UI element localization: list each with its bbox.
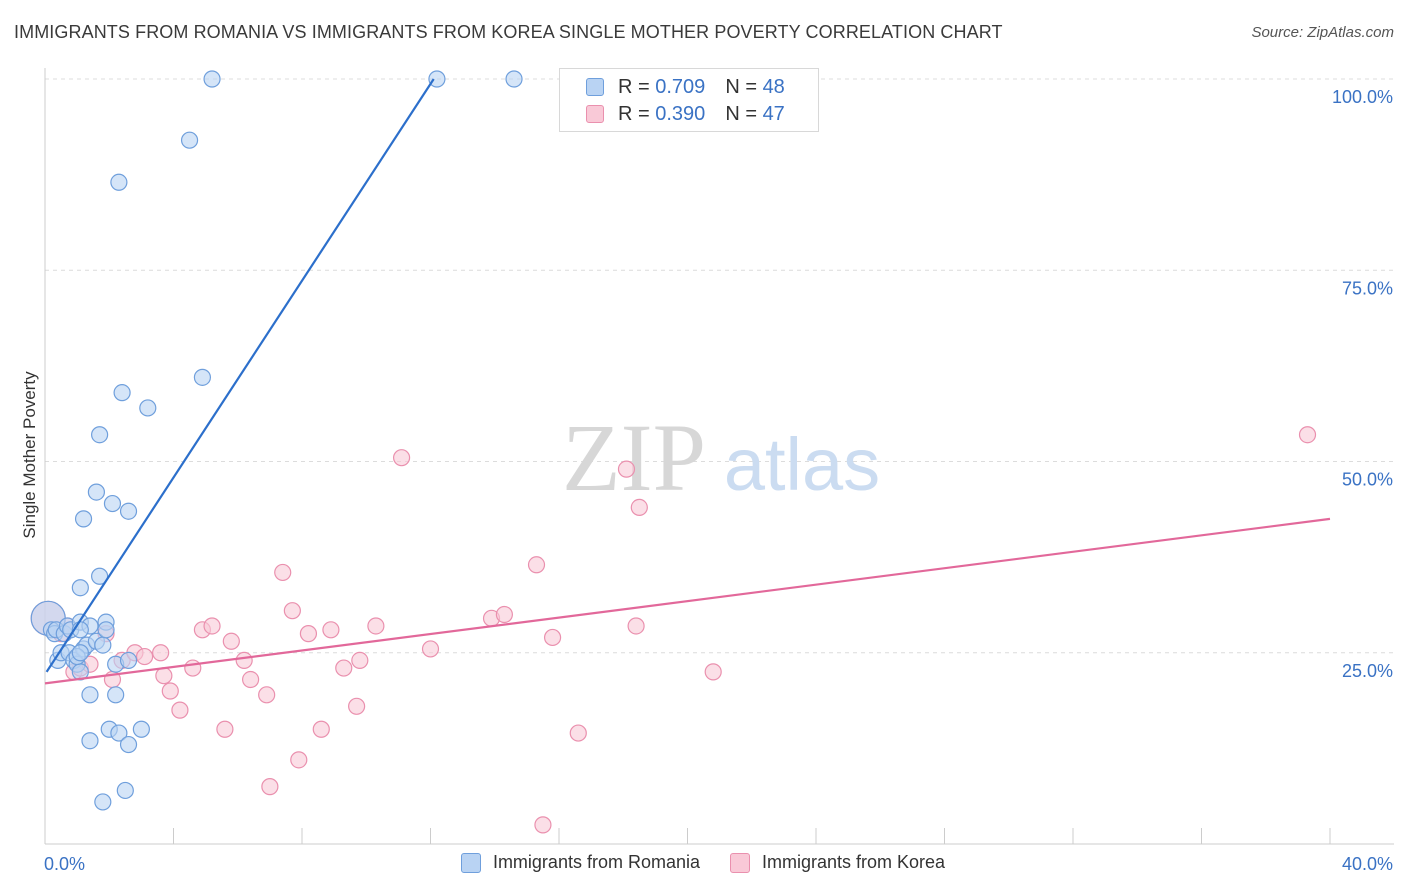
romania-legend-label: Immigrants from Romania: [492, 852, 700, 872]
korea-legend-label: Immigrants from Korea: [762, 852, 946, 872]
legend-item-korea: Immigrants from Korea: [730, 852, 945, 873]
data-point: [299, 625, 318, 643]
axes: [44, 68, 1394, 845]
data-point: [71, 579, 89, 597]
data-point: [184, 659, 202, 677]
data-point: [242, 670, 260, 689]
data-point: [348, 697, 366, 715]
data-point: [110, 173, 128, 191]
data-point: [322, 621, 340, 639]
data-point: [704, 663, 722, 681]
legend-item-romania: Immigrants from Romania: [460, 852, 700, 873]
data-point: [235, 651, 253, 670]
data-point: [161, 682, 179, 700]
data-point: [428, 70, 446, 88]
data-point: [152, 644, 170, 662]
korea-swatch: [586, 105, 604, 123]
data-point: [274, 563, 292, 582]
korea-r-label: R =: [618, 102, 650, 125]
romania-n-label: N =: [725, 75, 757, 98]
data-point: [119, 735, 138, 754]
data-point: [155, 667, 173, 685]
data-point: [261, 778, 279, 796]
data-point: [335, 659, 353, 677]
korea-legend-swatch: [730, 852, 750, 873]
y-tick-label: 50.0%: [1342, 470, 1393, 490]
data-point: [534, 816, 552, 834]
romania-points: [30, 70, 523, 811]
romania-r-value: 0.709: [655, 75, 706, 98]
data-point: [110, 724, 128, 742]
data-point: [312, 720, 330, 738]
data-point: [392, 449, 411, 467]
data-point: [81, 686, 99, 704]
data-point: [1298, 426, 1317, 444]
trend-lines: [44, 78, 1331, 685]
data-point: [283, 602, 301, 620]
data-point: [290, 751, 308, 769]
data-point: [97, 621, 115, 639]
data-point: [107, 686, 125, 704]
x-tick-label: 0.0%: [44, 854, 85, 874]
legend-row-korea: R = 0.390 N = 47: [586, 101, 785, 127]
watermark-atlas: atlas: [724, 423, 880, 506]
romania-legend-swatch: [460, 852, 481, 873]
data-point: [203, 70, 221, 88]
data-point: [351, 651, 369, 670]
romania-swatch: [586, 78, 604, 96]
data-point: [171, 701, 189, 719]
data-point: [617, 460, 636, 478]
x-tick-label: 40.0%: [1342, 854, 1393, 874]
source-credit: Source: ZipAtlas.com: [1251, 24, 1394, 41]
y-tick-label: 100.0%: [1332, 87, 1393, 107]
data-point: [132, 720, 150, 738]
y-tick-label: 25.0%: [1342, 661, 1393, 681]
data-point: [258, 686, 276, 704]
data-point: [222, 632, 240, 650]
romania-r-label: R =: [618, 75, 650, 98]
data-point: [216, 720, 234, 738]
data-point: [180, 131, 199, 149]
data-point: [630, 498, 648, 516]
chart-title: IMMIGRANTS FROM ROMANIA VS IMMIGRANTS FR…: [14, 22, 1003, 42]
data-point: [139, 399, 157, 417]
data-point: [505, 70, 523, 88]
data-point: [91, 426, 109, 444]
tick-labels: 25.0% 50.0% 75.0% 100.0% 0.0% 40.0%: [44, 87, 1393, 874]
data-point: [421, 640, 440, 658]
data-point: [543, 628, 562, 647]
data-point: [103, 494, 122, 513]
romania-trend-line: [45, 78, 435, 673]
korea-n-value: 47: [762, 102, 785, 125]
data-point: [569, 724, 587, 742]
data-point: [94, 793, 112, 811]
data-point: [74, 510, 93, 528]
data-point: [495, 605, 513, 624]
data-point: [119, 502, 138, 520]
data-point: [71, 644, 89, 662]
watermark-zip: ZIP: [562, 404, 706, 511]
korea-trend-line: [44, 517, 1331, 685]
data-point: [203, 617, 221, 635]
data-point: [94, 636, 112, 654]
data-point: [116, 781, 134, 800]
data-point: [193, 368, 212, 386]
romania-n-value: 48: [762, 75, 785, 98]
y-tick-label: 75.0%: [1342, 278, 1393, 298]
data-point: [113, 384, 131, 402]
data-point: [91, 567, 109, 585]
data-point: [367, 617, 385, 635]
data-point: [81, 732, 99, 750]
korea-n-label: N =: [725, 102, 757, 125]
data-point: [627, 617, 645, 635]
correlation-legend: R = 0.709 N = 48 R = 0.390 N = 47: [559, 68, 819, 132]
korea-r-value: 0.390: [655, 102, 706, 125]
data-point: [119, 651, 138, 670]
data-point: [135, 647, 154, 666]
legend-row-romania: R = 0.709 N = 48: [586, 74, 785, 100]
data-point: [87, 483, 106, 501]
data-point: [527, 556, 546, 574]
series-legend: Immigrants from Romania Immigrants from …: [0, 852, 1406, 873]
